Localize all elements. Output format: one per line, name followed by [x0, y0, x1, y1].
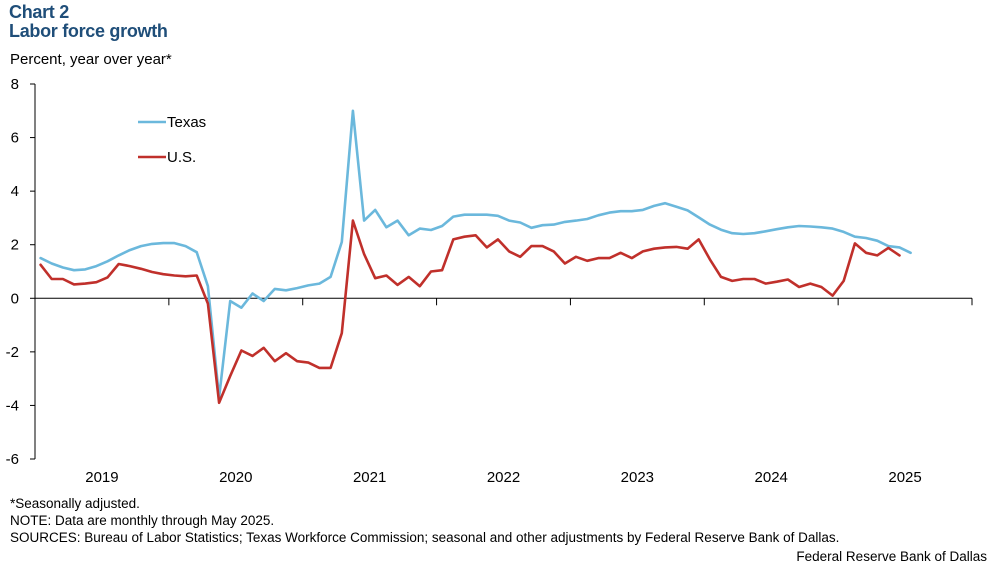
x-tick-label: 2021 [353, 469, 386, 486]
y-tick-label: 2 [11, 237, 19, 254]
y-axis-label: Percent, year over year* [10, 51, 172, 68]
chart-number: Chart 2 [9, 2, 69, 22]
notes: *Seasonally adjusted. NOTE: Data are mon… [10, 495, 839, 546]
y-tick-label: 4 [11, 183, 19, 200]
x-tick-label: 2020 [219, 469, 252, 486]
series-line-texas [39, 109, 912, 399]
data-note: NOTE: Data are monthly through May 2025. [10, 513, 275, 528]
x-tick-label: 2022 [487, 469, 520, 486]
y-tick-label: -4 [6, 397, 19, 414]
x-tick-label: 2023 [621, 469, 654, 486]
chart-title: Labor force growth [9, 21, 168, 41]
y-tick-label: 6 [11, 130, 19, 147]
sources-note: SOURCES: Bureau of Labor Statistics; Tex… [10, 530, 840, 545]
y-tick-label: 0 [11, 290, 19, 307]
y-tick-label: 8 [11, 76, 19, 93]
source-credit: Federal Reserve Bank of Dallas [796, 549, 987, 564]
x-tick-label: 2019 [85, 469, 118, 486]
axes [30, 83, 973, 460]
legend-label: Texas [167, 114, 206, 131]
tick-labels: 8 6 4 2 0 -2 -4 -6 2019 2020 2021 2022 2023 2024 2025 [6, 76, 922, 486]
footnote: *Seasonally adjusted. [10, 496, 140, 511]
y-tick-label: -2 [6, 344, 19, 361]
series-line-u-s [39, 219, 901, 405]
series-lines [39, 109, 912, 405]
x-tick-label: 2025 [888, 469, 921, 486]
legend-label: U.S. [167, 149, 196, 166]
legend: Texas U.S. [138, 114, 206, 166]
y-tick-label: -6 [6, 451, 19, 468]
x-tick-label: 2024 [755, 469, 788, 486]
